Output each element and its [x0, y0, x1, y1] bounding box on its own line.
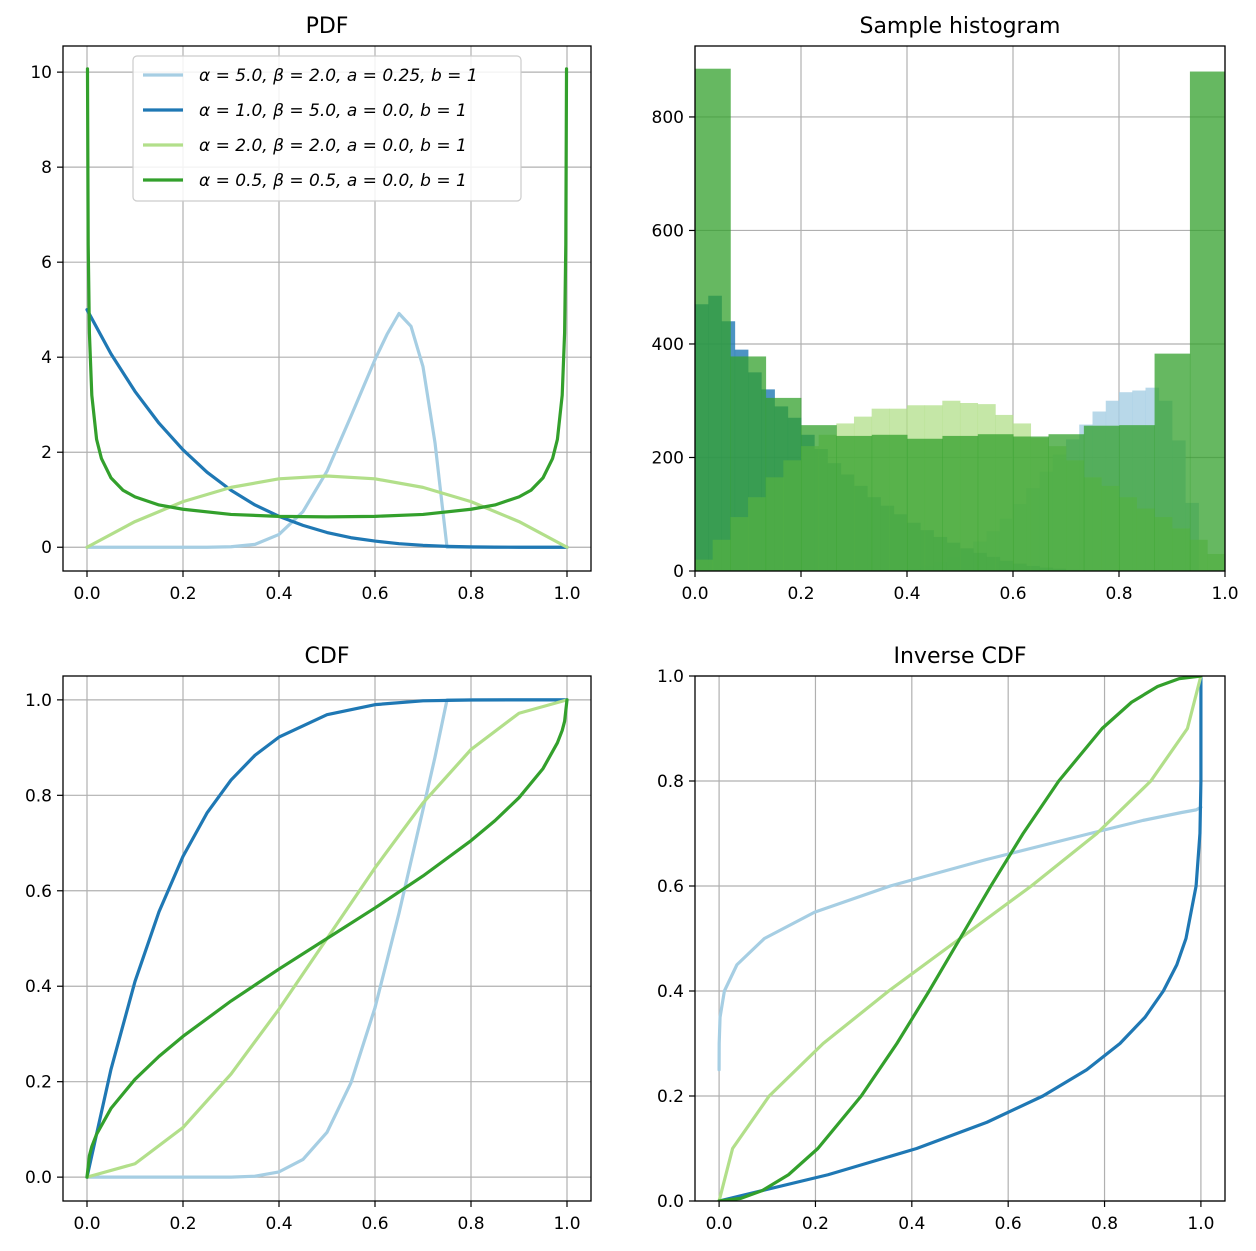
- x-tick-label: 0.4: [893, 584, 920, 604]
- x-tick-label: 0.8: [457, 584, 484, 604]
- y-tick-label: 0.6: [25, 882, 52, 902]
- pdf-axes-frame: [62, 45, 592, 572]
- x-tick-label: 0.2: [169, 584, 196, 604]
- y-tick-label: 200: [652, 448, 684, 468]
- cdf-marks: [85, 698, 569, 1179]
- y-tick-label: 0.4: [657, 982, 684, 1002]
- histogram-bar-series-4: [801, 425, 837, 571]
- y-tick-label: 400: [652, 335, 684, 355]
- y-tick-label: 0: [41, 538, 52, 558]
- histogram-bar-series-4: [836, 435, 873, 571]
- x-tick-label: 0.0: [73, 1214, 100, 1234]
- x-tick-label: 0.8: [457, 1214, 484, 1234]
- icdf-title: Inverse CDF: [894, 644, 1027, 669]
- hist-title: Sample histogram: [859, 14, 1060, 39]
- y-tick-label: 0.8: [25, 786, 52, 806]
- hist-marks: [695, 68, 1225, 571]
- series-line-4: [717, 676, 1203, 1201]
- histogram-bar-series-4: [1189, 71, 1225, 571]
- y-tick-label: 0.8: [657, 772, 684, 792]
- icdf-panel: 0.0 0.2 0.4 0.6 0.8 1.0 0.0 0.2 0.4 0.6 0.8 1.0 Inve…: [657, 644, 1226, 1234]
- y-tick-label: 10: [30, 63, 52, 83]
- y-tick-label: 1.0: [25, 691, 52, 711]
- y-tick-label: 6: [41, 253, 52, 273]
- x-tick-label: 1.0: [1187, 1214, 1214, 1234]
- cdf-grid: [63, 676, 591, 1201]
- icdf-marks: [717, 676, 1203, 1201]
- x-tick-label: 0.6: [361, 1214, 388, 1234]
- y-tick-label: 0.6: [657, 877, 684, 897]
- x-tick-label: 0.8: [1091, 1214, 1118, 1234]
- series-line-4: [85, 67, 569, 519]
- x-tick-label: 0.4: [265, 1214, 292, 1234]
- histogram-bar-series-4: [1154, 353, 1191, 571]
- y-tick-label: 1.0: [657, 667, 684, 687]
- y-tick-label: 0.0: [25, 1168, 52, 1188]
- series-line-2: [85, 698, 569, 1179]
- x-tick-label: 0.0: [73, 584, 100, 604]
- x-tick-label: 0.4: [265, 584, 292, 604]
- histogram-bar-series-4: [871, 434, 908, 571]
- legend-entry-2: α = 1.0, β = 5.0, a = 0.0, b = 1: [199, 101, 467, 121]
- x-tick-label: 0.2: [169, 1214, 196, 1234]
- series-line-2: [85, 308, 569, 549]
- hist-axes-frame: [694, 45, 1226, 572]
- pdf-panel: 0.0 0.2 0.4 0.6 0.8 1.0 0 2 4 6 8 10 PDF α = 5.0, β =…: [30, 14, 592, 604]
- histogram-bar-series-4: [1048, 434, 1085, 571]
- histogram-bar-series-4: [765, 397, 802, 571]
- x-tick-label: 1.0: [553, 1214, 580, 1234]
- cdf-axes-frame: [62, 675, 592, 1202]
- histogram-bar-series-4: [1083, 425, 1120, 571]
- y-tick-label: 0.2: [25, 1073, 52, 1093]
- x-tick-label: 0.0: [681, 584, 708, 604]
- pdf-marks: [85, 67, 569, 549]
- series-line-3: [85, 474, 569, 549]
- legend-box: [132, 55, 522, 202]
- y-tick-label: 800: [652, 108, 684, 128]
- histogram-bar-series-4: [977, 434, 1014, 571]
- histogram-bar-series-4: [1013, 436, 1049, 571]
- y-tick-label: 600: [652, 221, 684, 241]
- y-tick-label: 0.2: [657, 1087, 684, 1107]
- x-tick-label: 0.6: [361, 584, 388, 604]
- hist-panel: 0.0 0.2 0.4 0.6 0.8 1.0 0 200 400 600 800 Sample hi…: [652, 14, 1239, 604]
- series-line-1: [85, 311, 569, 549]
- y-tick-label: 0.4: [25, 977, 52, 997]
- x-tick-label: 0.8: [1105, 584, 1132, 604]
- y-tick-label: 0.0: [657, 1192, 684, 1212]
- y-tick-label: 2: [41, 443, 52, 463]
- series-line-2: [717, 676, 1203, 1201]
- legend-entry-1: α = 5.0, β = 2.0, a = 0.25, b = 1: [199, 66, 478, 86]
- x-tick-label: 0.2: [802, 1214, 829, 1234]
- pdf-title: PDF: [306, 14, 349, 39]
- cdf-title: CDF: [305, 644, 350, 669]
- x-tick-label: 1.0: [553, 584, 580, 604]
- histogram-bar-series-4: [695, 68, 731, 571]
- y-tick-label: 4: [41, 348, 52, 368]
- x-tick-label: 0.6: [999, 584, 1026, 604]
- icdf-axes-frame: [694, 675, 1226, 1202]
- legend-entry-4: α = 0.5, β = 0.5, a = 0.0, b = 1: [199, 171, 467, 191]
- y-tick-label: 0: [673, 562, 684, 582]
- series-line-1: [85, 698, 569, 1179]
- series-line-1: [717, 805, 1203, 1072]
- y-tick-label: 8: [41, 158, 52, 178]
- histogram-bar-series-4: [907, 438, 943, 571]
- x-tick-label: 1.0: [1211, 584, 1238, 604]
- x-tick-label: 0.6: [995, 1214, 1022, 1234]
- legend-entry-3: α = 2.0, β = 2.0, a = 0.0, b = 1: [199, 136, 467, 156]
- series-line-4: [85, 698, 569, 1179]
- x-tick-label: 0.0: [706, 1214, 733, 1234]
- x-tick-label: 0.4: [898, 1214, 925, 1234]
- histogram-bar-series-4: [730, 356, 767, 571]
- histogram-bar-series-4: [1119, 425, 1155, 571]
- x-tick-label: 0.2: [787, 584, 814, 604]
- cdf-panel: 0.0 0.2 0.4 0.6 0.8 1.0 0.0 0.2 0.4 0.6 0.8 1.0 CDF: [25, 644, 592, 1234]
- legend: α = 5.0, β = 2.0, a = 0.25, b = 1 α = 1.0…: [132, 55, 522, 202]
- histogram-bar-series-4: [942, 435, 979, 571]
